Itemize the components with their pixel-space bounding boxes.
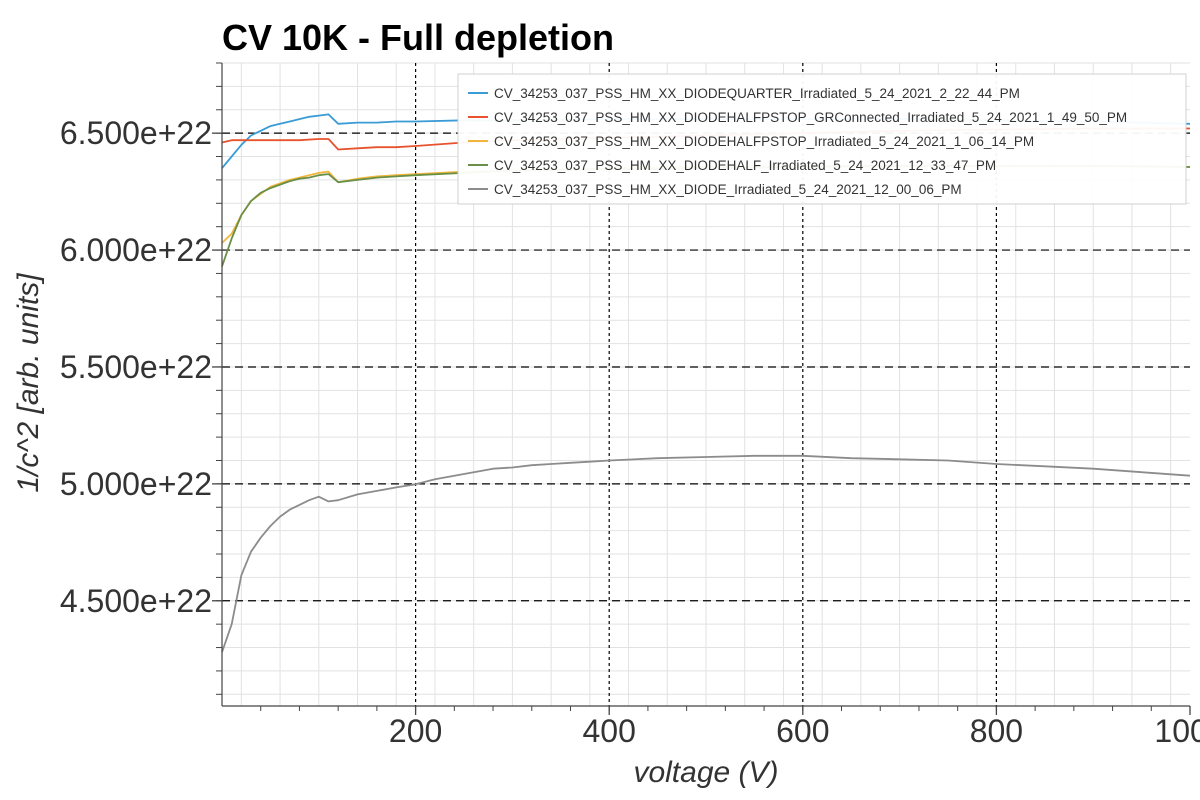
- x-tick-label: 200: [389, 713, 442, 749]
- y-axis-ticks: 4.500e+22 5.000e+22 5.500e+22 6.000e+22 6.50…: [60, 62, 222, 695]
- legend-entry-label: CV_34253_037_PSS_HM_XX_DIODEQUARTER_Irra…: [494, 86, 1020, 101]
- y-tick-label: 6.000e+22: [60, 232, 212, 268]
- series-line: [221, 454, 1191, 653]
- x-tick-label: 400: [583, 713, 636, 749]
- y-tick-label: 4.500e+22: [60, 583, 212, 619]
- y-tick-label: 6.500e+22: [60, 115, 212, 151]
- y-axis-label: 1/c^2 [arb. units]: [12, 273, 45, 493]
- legend-entry-label: CV_34253_037_PSS_HM_XX_DIODEHALFPSTOP_Ir…: [494, 134, 1034, 149]
- legend-entry-label: CV_34253_037_PSS_HM_XX_DIODE_Irradiated_…: [494, 182, 962, 197]
- legend: CV_34253_037_PSS_HM_XX_DIODEQUARTER_Irra…: [457, 73, 1187, 205]
- legend-entry-label: CV_34253_037_PSS_HM_XX_DIODEHALFPSTOP_GR…: [494, 110, 1127, 125]
- x-tick-label: 600: [776, 713, 829, 749]
- y-tick-label: 5.000e+22: [60, 466, 212, 502]
- chart-title: CV 10K - Full depletion: [222, 17, 614, 58]
- legend-items: CV_34253_037_PSS_HM_XX_DIODEQUARTER_Irra…: [468, 86, 1127, 197]
- y-tick-label: 5.500e+22: [60, 349, 212, 385]
- legend-entry-label: CV_34253_037_PSS_HM_XX_DIODEHALF_Irradia…: [494, 158, 996, 173]
- x-tick-label: 800: [970, 713, 1023, 749]
- x-axis-ticks: 200 400 600 800 1000: [260, 706, 1200, 749]
- plot-frame: [221, 63, 1190, 707]
- legend-box: [457, 73, 1187, 205]
- x-axis-label: voltage (V): [633, 756, 778, 789]
- x-tick-label: 1000: [1154, 713, 1200, 749]
